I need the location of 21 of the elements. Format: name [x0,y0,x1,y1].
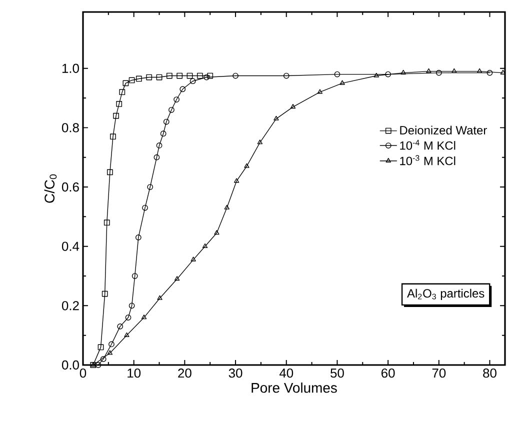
annotation: Al$_{2}$O$_{3}$ particles [407,288,484,300]
y-tick-label: 0.4 [62,242,80,251]
x-tick-label: 60 [382,368,395,378]
x-tick-label: 0 [80,368,86,378]
legend-label: 10$^{-3}$ M KCl [400,155,456,166]
x-tick-label: 10 [128,368,141,378]
y-axis-title: C/C$_{0}$ [44,174,57,203]
x-tick-label: 80 [483,368,496,378]
x-tick-label: 50 [330,368,344,378]
x-tick-label: 20 [178,368,192,378]
y-tick-label: 0.6 [62,182,79,192]
y-tick-label: 0.8 [62,123,79,132]
x-tick-label: 30 [228,368,242,378]
legend-label: Deionized Water [400,126,487,134]
x-tick-label: 40 [279,368,294,378]
x-tick-label: 70 [432,368,446,378]
y-tick-label: 1.0 [62,64,79,73]
y-tick-label: 0.2 [62,301,79,310]
x-axis-title: Pore Volumes [252,382,337,393]
y-tick-label: 0.0 [62,360,79,370]
legend-label: 10$^{-4}$ M KCl [400,140,456,150]
